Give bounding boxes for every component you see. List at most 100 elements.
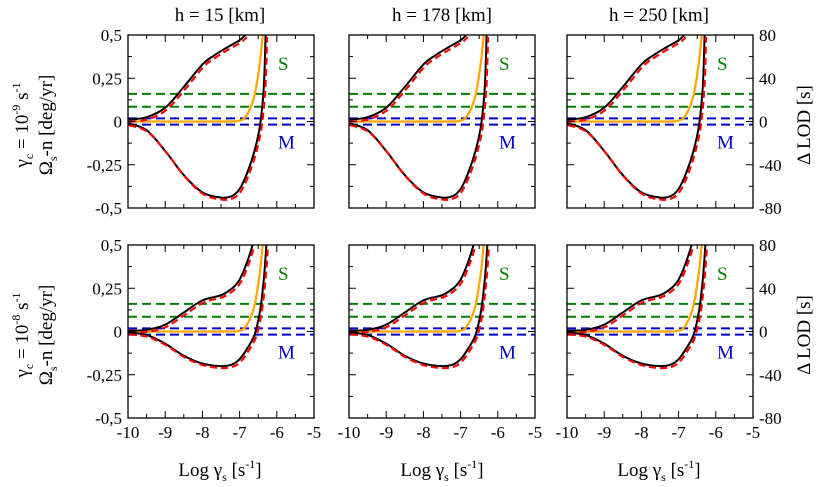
y-tick-label: -0,25 [87,156,122,175]
y-tick-label: -0,5 [95,409,122,428]
curves [349,245,490,370]
ylabel-bottom: Ωs-n [deg/yr] [36,285,60,386]
y-tick-label: 0 [114,113,123,132]
curves [128,245,269,370]
lower-curve-dashed [350,36,490,201]
upper-curve-dashed [568,36,687,123]
curves [567,245,708,370]
annotation-m: M [278,133,295,154]
annotation-m: M [499,133,516,154]
y2label-top: Δ LOD [s] [794,85,815,165]
column-title-1: h = 15 [km] [175,5,265,26]
lower-curve-dashed [129,36,269,201]
y-tick-label: 0,25 [92,69,122,88]
upper-curve-solid [128,245,254,332]
annotation-m: M [499,343,516,364]
upper-curve-solid [128,35,246,121]
annotation-s: S [499,54,510,75]
panel-1: 0,5 0,25 0 -0,25 -0,5 S M [87,26,315,218]
upper-curve-solid [349,245,475,332]
orange-curve [567,245,703,333]
annotation-s: S [278,54,289,75]
upper-curve-dashed [568,246,695,334]
svg-text:Δ LOD [s]: Δ LOD [s] [794,85,815,165]
y2-tick-label: -80 [759,409,782,428]
upper-curve-dashed [129,246,256,334]
svg-text:Δ LOD [s]: Δ LOD [s] [794,295,815,375]
y2label-bottom: Δ LOD [s] [794,295,815,375]
x-tick-label: -6 [709,423,723,442]
upper-curve-solid [567,245,693,332]
orange-curve [128,245,264,333]
curves [128,35,269,201]
y-tick-label: 0 [114,323,123,342]
x-tick-label: -7 [233,423,248,442]
x-tick-label: -10 [117,423,140,442]
y-tick-label: -0,25 [87,366,122,385]
orange-curve [349,245,485,333]
curves [567,35,708,201]
xlabel-1: Log γs [s-1] [178,457,261,484]
panel-4: 0,5 0,25 0 -0,25 -0,5-10 -9 -8 -7 -6 -5 S M [87,236,322,442]
svg-text:γc = 10-9 s-1: γc = 10-9 s-1 [9,82,36,168]
x-tick-label: -5 [746,423,760,442]
x-tick-label: -8 [634,423,648,442]
annotation-s: S [278,264,289,285]
y2-tick-label: 0 [759,113,768,132]
x-tick-label: -8 [416,423,430,442]
svg-text:γc = 10-8 s-1: γc = 10-8 s-1 [9,292,36,378]
y2-tick-label: 80 [759,236,776,255]
panel-3: 80 40 0 -40 -80 S M [566,26,782,218]
y-tick-label: 0,5 [101,236,122,255]
x-tick-label: -5 [307,423,321,442]
svg-text:Ωs-n [deg/yr]: Ωs-n [deg/yr] [36,75,60,176]
y-tick-label: 0,25 [92,279,122,298]
x-tick-label: -7 [672,423,687,442]
panel-2: SM [348,34,536,209]
x-tick-label: -6 [491,423,505,442]
y2-tick-label: 0 [759,323,768,342]
panel-6: 80 40 0 -40 -80 -10 -9 -8 -7 -6 -5 S M [556,236,782,442]
x-tick-label: -9 [158,423,172,442]
annotation-s: S [717,54,728,75]
orange-curve [567,35,703,123]
upper-curve-dashed [350,246,477,334]
x-tick-label: -5 [528,423,542,442]
column-title-2: h = 178 [km] [392,5,492,26]
xlabel-3: Log γs [s-1] [617,457,700,484]
y2-tick-label: 80 [759,26,776,45]
annotation-s: S [717,264,728,285]
x-tick-label: -9 [379,423,393,442]
y2-tick-label: 40 [759,279,776,298]
y2-tick-label: -40 [759,156,782,175]
upper-curve-solid [349,35,467,121]
annotation-m: M [717,343,734,364]
annotation-m: M [717,133,734,154]
x-tick-label: -10 [338,423,361,442]
row-label-top: γc = 10-9 s-1 [9,82,36,168]
column-title-3: h = 250 [km] [609,5,709,26]
x-tick-label: -10 [556,423,579,442]
x-tick-label: -9 [597,423,611,442]
curves [349,35,490,201]
lower-curve-dashed [350,246,490,370]
x-tick-label: -7 [454,423,469,442]
ylabel-top: Ωs-n [deg/yr] [36,75,60,176]
x-tick-label: -8 [195,423,209,442]
y2-tick-label: 40 [759,69,776,88]
x-tick-label: -6 [270,423,284,442]
annotation-m: M [278,343,295,364]
y2-tick-label: -80 [759,199,782,218]
lower-curve-dashed [129,246,269,370]
y2-tick-label: -40 [759,366,782,385]
panel-5: -10 -9 -8 -7 -6 -5 S M [338,244,542,442]
y-tick-label: -0,5 [95,199,122,218]
orange-curve [128,35,264,123]
orange-curve [349,35,485,123]
xlabel-2: Log γs [s-1] [400,457,483,484]
upper-curve-dashed [350,36,469,123]
upper-curve-solid [567,35,685,121]
svg-text:Ωs-n [deg/yr]: Ωs-n [deg/yr] [36,285,60,386]
lower-curve-dashed [568,36,708,201]
